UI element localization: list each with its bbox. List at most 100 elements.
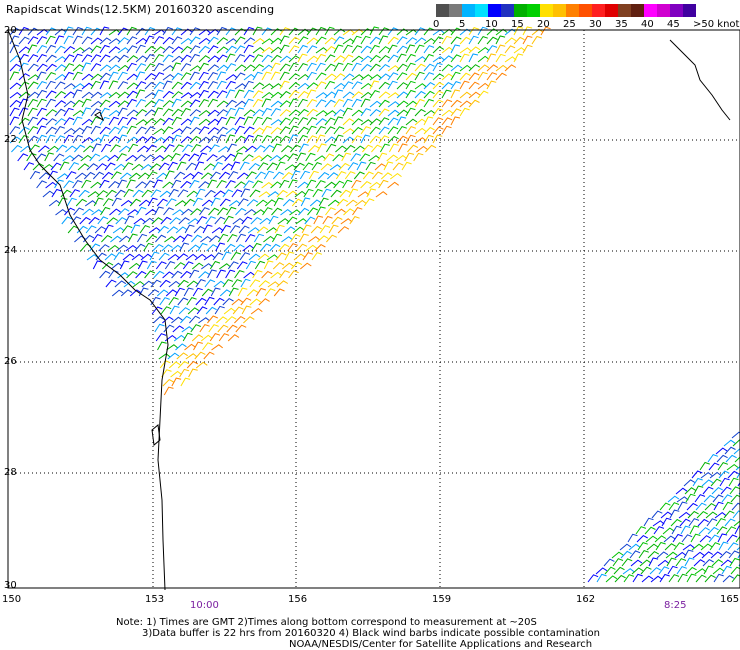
wind-barb bbox=[29, 144, 40, 153]
wind-barb bbox=[108, 80, 119, 90]
wind-barb bbox=[414, 137, 427, 144]
wind-barb bbox=[290, 261, 303, 270]
wind-barb bbox=[207, 98, 218, 108]
wind-barb bbox=[316, 143, 327, 153]
wind-barb bbox=[171, 270, 183, 279]
wind-barb bbox=[387, 72, 399, 81]
wind-barb bbox=[63, 180, 74, 189]
wind-barb bbox=[134, 154, 146, 162]
wind-barb bbox=[531, 28, 544, 36]
wind-barb bbox=[286, 216, 298, 225]
wind-barb bbox=[731, 574, 740, 583]
wind-barb bbox=[297, 108, 309, 117]
wind-barb bbox=[225, 127, 238, 135]
wind-barb bbox=[357, 191, 370, 198]
wind-barb bbox=[273, 288, 285, 297]
wind-barb bbox=[195, 361, 208, 369]
wind-barb bbox=[302, 252, 313, 261]
wind-barb bbox=[245, 171, 257, 180]
wind-barb bbox=[173, 235, 185, 243]
wind-barb bbox=[27, 98, 38, 108]
wind-barb bbox=[324, 54, 336, 63]
wind-barb bbox=[305, 244, 318, 252]
wind-barb bbox=[414, 56, 427, 63]
wind-barb bbox=[468, 72, 480, 81]
wind-barb bbox=[333, 73, 346, 81]
wind-barb bbox=[36, 36, 48, 45]
wind-barb bbox=[297, 126, 309, 135]
wind-barb bbox=[153, 136, 166, 144]
wind-barb bbox=[387, 80, 398, 90]
wind-barb bbox=[278, 243, 290, 252]
wind-barb bbox=[725, 454, 737, 463]
wind-barb bbox=[678, 511, 691, 519]
wind-barb bbox=[631, 567, 644, 575]
wind-barb bbox=[63, 91, 76, 99]
wind-barb bbox=[423, 98, 434, 108]
wind-barb bbox=[632, 573, 643, 583]
wind-barb bbox=[279, 179, 290, 189]
wind-barb bbox=[135, 108, 147, 117]
wind-barb bbox=[180, 126, 192, 135]
wind-barb bbox=[55, 208, 67, 216]
wind-barb bbox=[227, 334, 240, 342]
wind-barb bbox=[165, 198, 177, 207]
wind-barb bbox=[162, 108, 174, 117]
wind-barb bbox=[648, 557, 659, 567]
wind-barb bbox=[119, 235, 131, 243]
wind-barb bbox=[716, 526, 728, 535]
wind-barb bbox=[198, 317, 211, 324]
wind-barb bbox=[273, 197, 284, 207]
wind-barb bbox=[114, 280, 127, 288]
wind-barb bbox=[649, 567, 662, 575]
wind-barb bbox=[217, 207, 228, 216]
wind-barb bbox=[270, 54, 282, 63]
wind-barb bbox=[53, 153, 65, 162]
wind-barb bbox=[68, 161, 80, 171]
wind-barb bbox=[195, 279, 206, 288]
x-tick: 159 bbox=[432, 594, 452, 605]
wind-barb bbox=[27, 126, 39, 135]
wind-barb bbox=[23, 162, 35, 171]
wind-barb bbox=[101, 171, 114, 180]
wind-barb bbox=[715, 447, 728, 455]
wind-barb bbox=[248, 162, 260, 171]
wind-barb bbox=[162, 90, 174, 99]
wind-barb bbox=[378, 35, 389, 45]
wind-barb bbox=[223, 307, 236, 315]
wind-barb bbox=[117, 71, 128, 81]
wind-barb bbox=[107, 244, 120, 252]
wind-barb bbox=[288, 27, 300, 36]
wind-barb bbox=[207, 179, 217, 189]
wind-barb bbox=[378, 135, 390, 144]
wind-barb bbox=[306, 125, 317, 135]
wind-barb bbox=[171, 62, 182, 72]
wind-barb bbox=[342, 44, 353, 54]
wind-barb bbox=[100, 143, 112, 153]
wind-barb bbox=[620, 550, 632, 559]
wind-barb bbox=[378, 117, 390, 126]
wind-barb bbox=[243, 109, 256, 117]
wind-barb bbox=[326, 234, 338, 243]
wind-barb bbox=[29, 170, 41, 180]
wind-barb bbox=[98, 155, 111, 162]
wind-barb bbox=[207, 72, 218, 81]
wind-barb bbox=[315, 72, 327, 81]
wind-barb bbox=[217, 324, 229, 333]
wind-barb bbox=[730, 494, 740, 503]
wind-barb bbox=[450, 36, 462, 45]
wind-barb bbox=[441, 125, 452, 135]
wind-barb bbox=[54, 73, 67, 81]
wind-barb bbox=[135, 27, 147, 36]
wind-barb bbox=[303, 188, 314, 198]
wind-barb bbox=[234, 100, 247, 108]
wind-barb bbox=[209, 333, 221, 342]
lat-lon-grid bbox=[8, 30, 740, 588]
wind-barb bbox=[450, 81, 461, 90]
wind-barb bbox=[459, 28, 472, 36]
wind-barb bbox=[297, 63, 308, 72]
wind-barb bbox=[709, 542, 721, 551]
wind-barb bbox=[243, 89, 254, 99]
wind-barb bbox=[54, 126, 65, 135]
